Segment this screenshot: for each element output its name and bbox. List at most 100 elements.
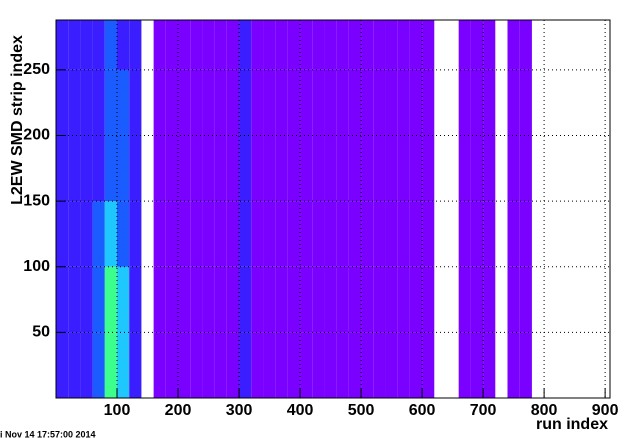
heatmap-cell xyxy=(348,20,362,70)
heatmap-cell xyxy=(458,135,471,202)
heatmap-cell xyxy=(104,69,118,136)
heatmap-cell xyxy=(129,20,142,70)
heatmap-cell xyxy=(361,332,374,398)
heatmap-cell xyxy=(202,20,215,70)
heatmap-cell xyxy=(470,332,484,398)
heatmap-cell xyxy=(361,135,374,202)
heatmap-cell xyxy=(214,20,227,70)
heatmap-cell xyxy=(336,201,349,267)
heatmap-cell xyxy=(348,69,362,136)
heatmap-cell xyxy=(129,135,142,202)
x-tick-label: 300 xyxy=(226,402,253,419)
heatmap-cell xyxy=(239,332,252,398)
heatmap-cell xyxy=(92,20,105,70)
heatmap-cell xyxy=(422,266,435,333)
heatmap-cell xyxy=(80,69,93,136)
heatmap-cell xyxy=(300,69,313,136)
heatmap-cell xyxy=(312,69,325,136)
heatmap-cell xyxy=(104,135,118,202)
x-axis-title: run index xyxy=(536,416,608,433)
heatmap-cell xyxy=(458,69,471,136)
heatmap-cell xyxy=(68,20,81,70)
heatmap-cell xyxy=(214,332,227,398)
heatmap-cell xyxy=(348,201,362,267)
heatmap-cell xyxy=(361,20,374,70)
x-tick-label: 400 xyxy=(287,402,314,419)
heatmap-cell xyxy=(324,332,337,398)
heatmap-cell xyxy=(458,201,471,267)
heatmap-cell xyxy=(519,135,532,202)
heatmap-cell xyxy=(153,201,166,267)
heatmap-cell xyxy=(287,135,301,202)
heatmap-cell xyxy=(80,201,93,267)
heatmap-cell xyxy=(470,201,484,267)
heatmap-cell xyxy=(226,266,240,333)
heatmap-cell xyxy=(385,20,398,70)
heatmap-cell xyxy=(190,20,203,70)
heatmap-cell xyxy=(251,69,264,136)
heatmap-cell xyxy=(117,201,130,267)
heatmap-cell xyxy=(409,201,423,267)
heatmap-cell xyxy=(519,332,532,398)
heatmap-cell xyxy=(165,135,179,202)
y-tick-label: 50 xyxy=(32,324,50,341)
heatmap-cell xyxy=(385,266,398,333)
heatmap-cell xyxy=(483,266,496,333)
x-tick-label: 100 xyxy=(104,402,131,419)
heatmap-cell xyxy=(117,69,130,136)
heatmap-cell xyxy=(373,201,386,267)
heatmap-cell xyxy=(373,332,386,398)
heatmap-cell xyxy=(507,69,520,136)
heatmap-cell xyxy=(324,201,337,267)
heatmap-cell xyxy=(239,135,252,202)
heatmap-cell xyxy=(226,20,240,70)
heatmap-cell xyxy=(397,332,410,398)
heatmap-cell xyxy=(153,332,166,398)
heatmap-cell xyxy=(312,20,325,70)
heatmap-cell xyxy=(422,332,435,398)
heatmap-cell xyxy=(287,201,301,267)
heatmap-cell xyxy=(202,266,215,333)
heatmap-cell xyxy=(336,135,349,202)
y-axis-title: L2EW SMD strip index xyxy=(9,35,26,205)
heatmap-cell xyxy=(373,20,386,70)
heatmap-cell xyxy=(202,332,215,398)
heatmap-cell xyxy=(470,266,484,333)
heatmap-cell xyxy=(336,266,349,333)
heatmap-cell xyxy=(300,20,313,70)
heatmap-cell xyxy=(397,69,410,136)
y-tick-label: 100 xyxy=(23,258,50,275)
heatmap-cell xyxy=(178,69,191,136)
heatmap-cell xyxy=(80,20,93,70)
heatmap-cell xyxy=(300,332,313,398)
heatmap-cell xyxy=(178,135,191,202)
plot-frame xyxy=(55,19,611,399)
heatmap-cell xyxy=(68,69,81,136)
heatmap-cell xyxy=(458,20,471,70)
heatmap-cell xyxy=(104,201,118,267)
heatmap-cell xyxy=(202,135,215,202)
heatmap-cell xyxy=(348,332,362,398)
heatmap-cell xyxy=(385,332,398,398)
heatmap-cell xyxy=(165,201,179,267)
heatmap-cell xyxy=(56,20,69,70)
heatmap-cell xyxy=(287,332,301,398)
heatmap-cell xyxy=(312,332,325,398)
heatmap-cell xyxy=(251,266,264,333)
heatmap-cell xyxy=(263,332,276,398)
heatmap-cell xyxy=(361,69,374,136)
x-tick-label: 800 xyxy=(531,402,558,419)
heatmap-cell xyxy=(409,69,423,136)
heatmap-cell xyxy=(507,20,520,70)
heatmap-cell xyxy=(56,332,69,398)
heatmap-cell xyxy=(312,201,325,267)
heatmap-cell xyxy=(190,135,203,202)
heatmap-cell xyxy=(178,266,191,333)
heatmap-cell xyxy=(68,266,81,333)
heatmap-cell xyxy=(226,201,240,267)
heatmap-cell xyxy=(300,266,313,333)
x-tick-label: 200 xyxy=(165,402,192,419)
heatmap-cell xyxy=(409,332,423,398)
y-tick-label: 200 xyxy=(23,127,50,144)
heatmap-cell xyxy=(190,332,203,398)
